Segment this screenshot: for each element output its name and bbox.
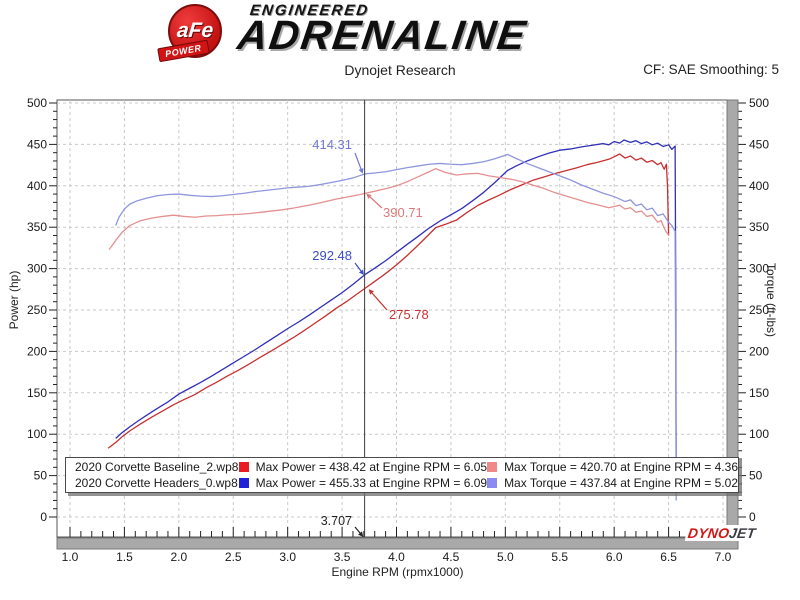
series-headers-power bbox=[115, 139, 677, 484]
y-left-tick-label: 400 bbox=[27, 179, 47, 193]
afe-power-logo: aFe POWER ENGINEERED ADRENALINE bbox=[157, 2, 531, 63]
x-tick-label: 6.5 bbox=[660, 550, 677, 564]
annotation-arrowhead bbox=[358, 168, 364, 174]
annotation-value-label: 275.78 bbox=[389, 307, 429, 322]
x-tick-label: 3.5 bbox=[334, 550, 351, 564]
annotation-value-label: 414.31 bbox=[312, 137, 352, 152]
y-left-tick-label: 500 bbox=[27, 96, 47, 110]
y-left-tick-label: 450 bbox=[27, 137, 47, 151]
legend-file-headers: 2020 Corvette Headers_0.wp8 bbox=[75, 476, 238, 490]
annotation-arrow-line bbox=[369, 196, 383, 209]
annotation-arrowhead bbox=[368, 289, 374, 295]
power-swatch-headers bbox=[238, 478, 249, 488]
y-right-tick-label: 200 bbox=[749, 344, 769, 358]
annotation-arrow-line bbox=[354, 262, 362, 272]
x-tick-label: 4.0 bbox=[388, 550, 405, 564]
y-left-tick-label: 0 bbox=[40, 510, 47, 524]
legend-file-baseline: 2020 Corvette Baseline_2.wp8 bbox=[75, 460, 239, 474]
x-axis-title: Engine RPM (rpmx1000) bbox=[331, 565, 464, 579]
x-tick-label: 2.5 bbox=[225, 550, 242, 564]
x-tick-label: 6.0 bbox=[606, 550, 623, 564]
correction-factor-label: CF: SAE Smoothing: 5 bbox=[643, 62, 779, 77]
x-tick-label: 1.5 bbox=[116, 550, 133, 564]
x-tick-label: 1.0 bbox=[62, 550, 79, 564]
legend-row-baseline: 2020 Corvette Baseline_2.wp8 Max Power =… bbox=[66, 459, 738, 475]
x-tick-label: 3.0 bbox=[279, 550, 296, 564]
y-right-tick-label: 450 bbox=[749, 137, 769, 151]
y-right-tick-label: 50 bbox=[749, 469, 763, 483]
annotation-arrow-line bbox=[371, 292, 388, 311]
legend-box: 2020 Corvette Baseline_2.wp8 Max Power =… bbox=[65, 457, 739, 493]
brand-adrenaline: ADRENALINE bbox=[234, 12, 531, 58]
badge-afe-text: aFe bbox=[175, 19, 215, 42]
x-tick-label: 4.5 bbox=[443, 550, 460, 564]
y-axis-title-power: Power (hp) bbox=[7, 270, 21, 330]
chart-title: Dynojet Research bbox=[344, 62, 456, 78]
annotation-arrowhead bbox=[358, 269, 364, 275]
x-tick-label: 5.0 bbox=[497, 550, 514, 564]
series-baseline-torque bbox=[108, 168, 670, 250]
torque-swatch-headers bbox=[487, 478, 498, 488]
cursor-arrow-line bbox=[354, 526, 361, 534]
x-tick-label: 2.0 bbox=[170, 550, 187, 564]
series-headers-torque bbox=[115, 153, 677, 501]
annotation-value-label: 390.71 bbox=[383, 205, 423, 220]
y-left-tick-label: 200 bbox=[27, 344, 47, 358]
y-right-tick-label: 350 bbox=[749, 220, 769, 234]
max-power-baseline: Max Power = 438.42 at Engine RPM = 6.05 bbox=[255, 460, 488, 474]
annotation-arrow-line bbox=[354, 152, 362, 170]
y-right-tick-label: 300 bbox=[749, 262, 769, 276]
h-scrollbar[interactable] bbox=[56, 537, 739, 550]
annotation-arrowhead bbox=[358, 531, 364, 537]
y-right-tick-label: 400 bbox=[749, 179, 769, 193]
series-baseline-power bbox=[107, 153, 670, 449]
y-axis-title-torque: Torque (ft-lbs) bbox=[764, 262, 778, 338]
y-left-tick-label: 250 bbox=[27, 303, 47, 317]
x-tick-label: 5.5 bbox=[551, 550, 568, 564]
y-left-tick-label: 50 bbox=[34, 469, 48, 483]
cursor-value-label: 3.707 bbox=[321, 514, 352, 528]
y-left-tick-label: 150 bbox=[27, 386, 47, 400]
annotation-arrowhead bbox=[366, 193, 372, 199]
legend-row-headers: 2020 Corvette Headers_0.wp8 Max Power = … bbox=[66, 475, 738, 491]
y-left-tick-label: 100 bbox=[27, 427, 47, 441]
annotation-value-label: 292.48 bbox=[312, 248, 352, 263]
max-torque-baseline: Max Torque = 420.70 at Engine RPM = 4.36 bbox=[504, 460, 738, 474]
y-right-tick-label: 0 bbox=[749, 510, 756, 524]
torque-swatch-baseline bbox=[487, 462, 498, 472]
y-left-tick-label: 350 bbox=[27, 220, 47, 234]
y-right-tick-label: 250 bbox=[749, 303, 769, 317]
y-left-tick-label: 300 bbox=[27, 262, 47, 276]
y-right-tick-label: 100 bbox=[749, 427, 769, 441]
max-power-headers: Max Power = 455.33 at Engine RPM = 6.09 bbox=[255, 476, 488, 490]
header: aFe POWER ENGINEERED ADRENALINE Dynojet … bbox=[0, 0, 800, 88]
power-swatch-baseline bbox=[238, 462, 249, 472]
x-tick-label: 7.0 bbox=[715, 550, 732, 564]
afe-badge-icon: aFe POWER bbox=[157, 2, 226, 63]
y-right-tick-label: 500 bbox=[749, 96, 769, 110]
y-right-tick-label: 150 bbox=[749, 386, 769, 400]
dynojet-logo: DYNOJET bbox=[684, 525, 759, 541]
badge-power-text: POWER bbox=[157, 39, 210, 63]
max-torque-headers: Max Torque = 437.84 at Engine RPM = 5.02 bbox=[504, 476, 738, 490]
